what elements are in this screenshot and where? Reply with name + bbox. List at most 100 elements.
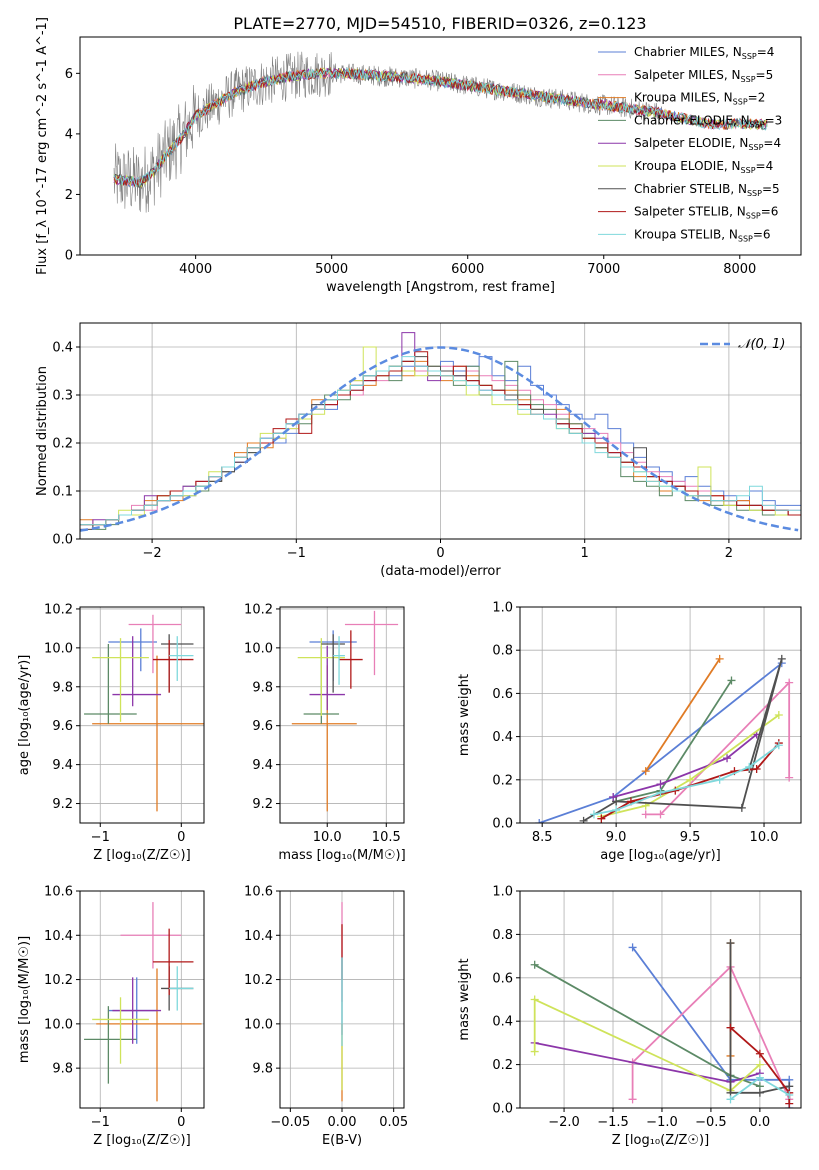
point-marker bbox=[656, 788, 665, 797]
y-tick-label: 9.8 bbox=[52, 1062, 73, 1077]
y-tick-label: 0.8 bbox=[492, 928, 513, 943]
y-tick-label: 10.4 bbox=[44, 929, 73, 944]
spectrum-model bbox=[113, 67, 768, 188]
weight-series bbox=[729, 943, 790, 1094]
panel-residuals: −2 −1 0 1 2 0.0 0.1 0.2 0.3 0.4 (data-model)/error… bbox=[35, 322, 802, 579]
x-tick-label: −1 bbox=[287, 546, 306, 561]
y-tick-label: 10.0 bbox=[44, 1017, 73, 1032]
y-tick-label: 0.6 bbox=[492, 971, 513, 986]
y-tick-label: 0.4 bbox=[492, 730, 513, 745]
y-tick-label: 0.3 bbox=[52, 389, 73, 404]
legend-entry: Chabrier STELIB, NSSP=5 bbox=[634, 182, 780, 198]
y-axis-label: age [log₁₀(age/yr)] bbox=[17, 655, 32, 776]
y-tick-label: 0.0 bbox=[492, 1102, 513, 1117]
x-tick-label: 9.0 bbox=[606, 830, 627, 845]
plot-area bbox=[280, 607, 404, 823]
x-axis-label: Z [log₁₀(Z/Z☉)] bbox=[93, 848, 190, 863]
plot-area bbox=[520, 891, 801, 1108]
x-tick-label: 2 bbox=[725, 546, 733, 561]
y-tick-label: 0 bbox=[65, 249, 73, 264]
point-marker bbox=[785, 1090, 794, 1099]
y-axis-label: Flux [f_λ 10^-17 erg cm^-2 s^-1 A^-1] bbox=[35, 17, 50, 275]
x-tick-label: 10.0 bbox=[313, 830, 342, 845]
figure-title: PLATE=2770, MJD=54510, FIBERID=0326, z=0… bbox=[233, 14, 646, 33]
x-tick-label: −2 bbox=[143, 546, 162, 561]
y-tick-label: 9.6 bbox=[52, 719, 73, 734]
point-marker bbox=[656, 780, 665, 789]
point-marker bbox=[785, 773, 794, 782]
y-axis-label: mass [log₁₀(M/M☉)] bbox=[17, 936, 32, 1063]
y-tick-label: 10.6 bbox=[244, 885, 273, 900]
plot-area bbox=[80, 607, 204, 823]
x-axis-label: wavelength [Angstrom, rest frame] bbox=[326, 280, 555, 295]
y-axis-label: mass weight bbox=[457, 958, 472, 1040]
x-tick-label: −2.0 bbox=[548, 1115, 580, 1130]
x-tick-label: 0 bbox=[177, 1115, 185, 1130]
y-tick-label: 0.1 bbox=[52, 485, 73, 500]
y-tick-label: 6 bbox=[65, 67, 73, 82]
weight-series bbox=[612, 733, 758, 798]
y-tick-label: 9.2 bbox=[252, 797, 273, 812]
point-marker bbox=[755, 1088, 764, 1097]
point-marker bbox=[530, 1047, 539, 1056]
point-marker bbox=[612, 797, 621, 806]
weight-series bbox=[631, 965, 791, 1100]
panel-mass-Z: −1 0 9.8 10.0 10.2 10.4 10.6 Z [log₁₀(Z/Z☉)] mas… bbox=[17, 885, 205, 1148]
point-marker bbox=[727, 676, 736, 685]
y-tick-label: 0.0 bbox=[52, 533, 73, 548]
x-tick-label: 4000 bbox=[179, 262, 212, 277]
y-tick-label: 0.2 bbox=[52, 437, 73, 452]
x-tick-label: 8000 bbox=[723, 262, 756, 277]
legend-entry: 𝒩(0, 1) bbox=[738, 337, 785, 352]
y-axis-label: mass weight bbox=[457, 674, 472, 756]
y-tick-label: 10.2 bbox=[244, 602, 273, 617]
x-tick-label: 0.0 bbox=[750, 1115, 771, 1130]
panel-mass-EBV: −0.05 0.00 0.05 9.8 10.0 10.2 10.4 10.6 E(B-V) bbox=[244, 885, 408, 1149]
point-marker bbox=[752, 765, 761, 773]
point-marker bbox=[641, 767, 650, 776]
y-tick-label: 0.2 bbox=[492, 1058, 513, 1073]
point-marker bbox=[628, 943, 637, 952]
point-marker bbox=[774, 711, 783, 719]
weight-series bbox=[534, 963, 761, 1088]
axes-frame bbox=[79, 890, 205, 1109]
point-marker bbox=[745, 762, 754, 771]
axes-frame bbox=[279, 606, 405, 824]
point-marker bbox=[686, 775, 695, 784]
plot-area bbox=[520, 607, 801, 823]
y-tick-label: 9.8 bbox=[52, 680, 73, 695]
normal-curve bbox=[80, 346, 799, 532]
weight-series bbox=[593, 744, 780, 816]
x-tick-label: 0 bbox=[177, 830, 185, 845]
axes-frame bbox=[519, 606, 802, 824]
panel-age-Z: −1 0 9.2 9.4 9.6 9.8 10.0 10.2 Z [log₁₀(Z/Z☉)] ag… bbox=[17, 602, 205, 863]
point-marker bbox=[612, 806, 621, 815]
point-marker bbox=[737, 803, 746, 812]
x-tick-label: 6000 bbox=[451, 262, 484, 277]
x-tick-label: −0.5 bbox=[695, 1115, 727, 1130]
point-marker bbox=[755, 1060, 764, 1069]
weight-series bbox=[533, 998, 761, 1092]
y-tick-label: 10.2 bbox=[244, 973, 273, 988]
plot-area bbox=[280, 891, 404, 1108]
point-marker bbox=[723, 754, 732, 763]
axes-frame bbox=[279, 890, 405, 1109]
point-marker bbox=[530, 995, 539, 1004]
point-marker bbox=[589, 810, 598, 819]
x-tick-label: 10.5 bbox=[372, 830, 401, 845]
x-axis-label: age [log₁₀(age/yr)] bbox=[600, 848, 721, 863]
plot-area bbox=[80, 323, 801, 539]
point-marker bbox=[726, 1023, 735, 1032]
legend-entry: Salpeter ELODIE, NSSP=4 bbox=[634, 136, 781, 152]
point-marker bbox=[641, 810, 650, 819]
panel-weight-age: 8.5 9.0 9.5 10.0 0.0 0.2 0.4 0.6 0.8 1.0 age [log₁… bbox=[457, 601, 802, 863]
x-tick-label: 0.00 bbox=[328, 1115, 357, 1130]
point-marker bbox=[755, 1049, 764, 1058]
legend-entry: Kroupa MILES, NSSP=2 bbox=[634, 91, 765, 107]
point-marker bbox=[609, 793, 618, 802]
y-tick-label: 10.4 bbox=[244, 929, 273, 944]
spectrum-model bbox=[113, 67, 768, 188]
x-tick-label: −1 bbox=[91, 1115, 110, 1130]
y-tick-label: 10.0 bbox=[44, 641, 73, 656]
